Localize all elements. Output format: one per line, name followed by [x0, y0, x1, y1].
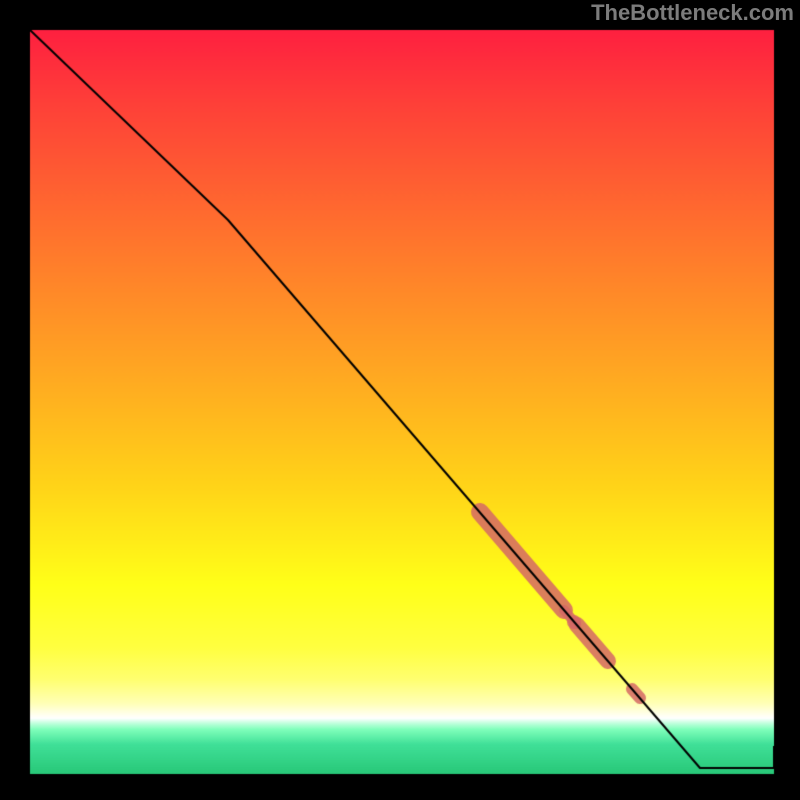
bottleneck-chart-canvas	[0, 0, 800, 800]
watermark-text: TheBottleneck.com	[591, 0, 794, 26]
chart-container: TheBottleneck.com	[0, 0, 800, 800]
